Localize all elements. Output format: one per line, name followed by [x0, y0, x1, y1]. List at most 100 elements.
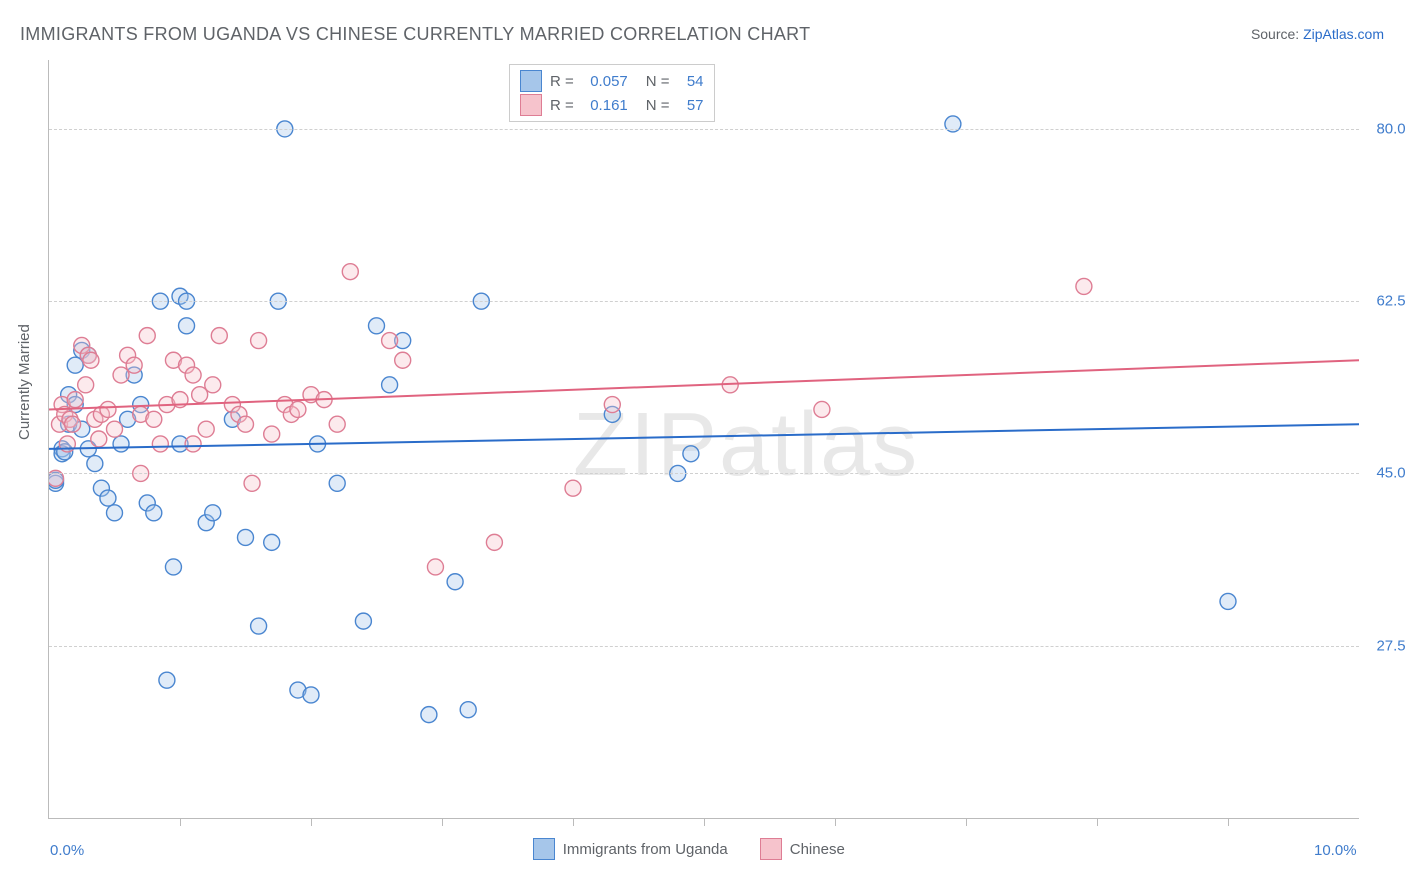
- data-point: [395, 333, 411, 349]
- data-point: [54, 446, 70, 462]
- data-point: [604, 406, 620, 422]
- series-swatch: [520, 94, 542, 116]
- data-point: [51, 416, 67, 432]
- data-point: [107, 505, 123, 521]
- data-point: [460, 702, 476, 718]
- gridline: [49, 129, 1359, 130]
- data-point: [159, 397, 175, 413]
- x-tick: [1228, 818, 1229, 826]
- data-point: [59, 436, 75, 452]
- data-point: [65, 416, 81, 432]
- data-point: [87, 411, 103, 427]
- x-tick: [573, 818, 574, 826]
- data-point: [57, 444, 73, 460]
- legend-stats-row: R =0.161N =57: [520, 93, 704, 117]
- data-point: [126, 367, 142, 383]
- data-point: [814, 401, 830, 417]
- legend-swatch: [533, 838, 555, 860]
- y-tick-label: 45.0%: [1364, 465, 1406, 482]
- data-point: [604, 397, 620, 413]
- data-point: [113, 367, 129, 383]
- stat-r-value: 0.161: [582, 97, 628, 114]
- data-point: [61, 416, 77, 432]
- data-point: [120, 411, 136, 427]
- stat-n-label: N =: [646, 73, 670, 90]
- data-point: [107, 421, 123, 437]
- data-point: [172, 392, 188, 408]
- stat-n-value: 54: [678, 73, 704, 90]
- gridline: [49, 301, 1359, 302]
- gridline: [49, 646, 1359, 647]
- data-point: [80, 347, 96, 363]
- data-point: [49, 475, 64, 491]
- stat-r-value: 0.057: [582, 73, 628, 90]
- data-point: [369, 318, 385, 334]
- data-point: [198, 515, 214, 531]
- data-point: [722, 377, 738, 393]
- data-point: [152, 436, 168, 452]
- data-point: [49, 472, 64, 488]
- trend-line: [49, 360, 1359, 409]
- data-point: [67, 357, 83, 373]
- data-point: [238, 529, 254, 545]
- trend-line: [49, 424, 1359, 449]
- watermark: ZIPatlas: [573, 394, 919, 497]
- y-tick-label: 27.5%: [1364, 637, 1406, 654]
- data-point: [382, 377, 398, 393]
- data-point: [139, 328, 155, 344]
- data-point: [74, 421, 90, 437]
- source-attribution: Source: ZipAtlas.com: [1251, 26, 1384, 42]
- legend-label: Immigrants from Uganda: [563, 841, 728, 858]
- data-point: [192, 387, 208, 403]
- data-point: [205, 505, 221, 521]
- data-point: [251, 333, 267, 349]
- bottom-legend: Immigrants from UgandaChinese: [533, 838, 845, 860]
- data-point: [146, 505, 162, 521]
- data-point: [57, 406, 73, 422]
- data-point: [120, 347, 136, 363]
- stat-r-label: R =: [550, 97, 574, 114]
- data-point: [395, 352, 411, 368]
- data-point: [329, 475, 345, 491]
- data-point: [486, 534, 502, 550]
- data-point: [146, 411, 162, 427]
- data-point: [113, 436, 129, 452]
- data-point: [165, 352, 181, 368]
- stat-n-value: 57: [678, 97, 704, 114]
- data-point: [198, 421, 214, 437]
- data-point: [283, 406, 299, 422]
- data-point: [179, 357, 195, 373]
- gridline: [49, 473, 1359, 474]
- data-point: [93, 480, 109, 496]
- x-tick: [180, 818, 181, 826]
- data-point: [67, 392, 83, 408]
- data-point: [264, 426, 280, 442]
- data-point: [238, 416, 254, 432]
- x-axis-min-label: 0.0%: [50, 842, 84, 859]
- data-point: [179, 318, 195, 334]
- data-point: [133, 406, 149, 422]
- data-point: [316, 392, 332, 408]
- source-link[interactable]: ZipAtlas.com: [1303, 26, 1384, 42]
- data-point: [211, 328, 227, 344]
- chart-title: IMMIGRANTS FROM UGANDA VS CHINESE CURREN…: [20, 24, 810, 45]
- plot-area: ZIPatlas R =0.057N =54R =0.161N =57 27.5…: [48, 60, 1359, 819]
- data-point: [303, 387, 319, 403]
- data-point: [78, 377, 94, 393]
- data-point: [355, 613, 371, 629]
- data-point: [565, 480, 581, 496]
- data-point: [126, 357, 142, 373]
- data-point: [74, 342, 90, 358]
- legend-stats-box: R =0.057N =54R =0.161N =57: [509, 64, 715, 122]
- data-point: [427, 559, 443, 575]
- data-point: [80, 347, 96, 363]
- data-point: [251, 618, 267, 634]
- x-tick: [442, 818, 443, 826]
- data-point: [185, 436, 201, 452]
- data-point: [87, 456, 103, 472]
- data-point: [74, 337, 90, 353]
- data-point: [159, 672, 175, 688]
- x-tick: [704, 818, 705, 826]
- x-axis-max-label: 10.0%: [1314, 842, 1357, 859]
- data-point: [277, 397, 293, 413]
